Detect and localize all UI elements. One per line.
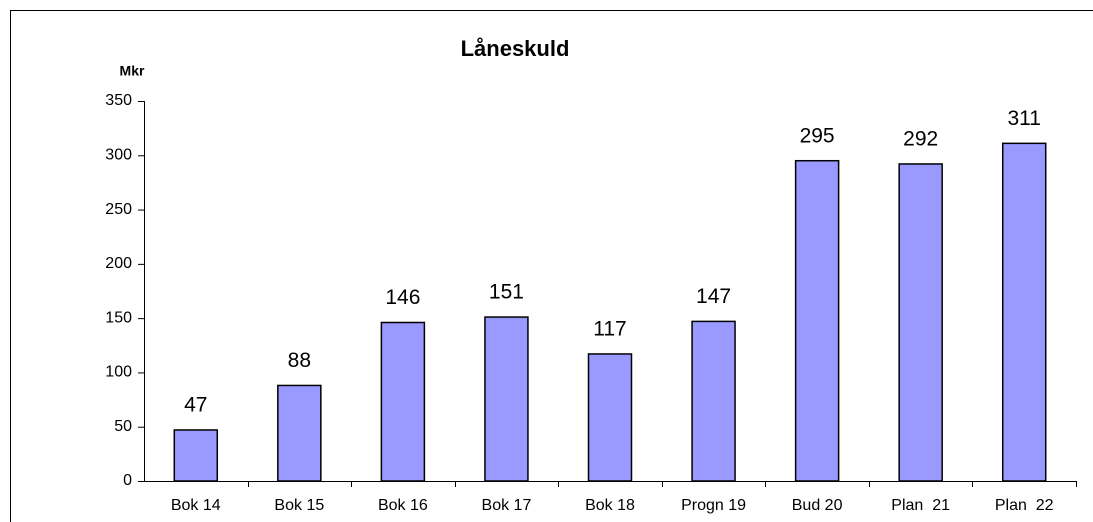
y-tick-label: 250 <box>105 201 132 218</box>
x-tick-label: Bok 18 <box>585 497 635 514</box>
x-tick-label: Plan 22 <box>995 497 1054 514</box>
data-label: 295 <box>800 124 835 147</box>
y-tick-label: 100 <box>105 364 132 381</box>
bar <box>1001 142 1047 482</box>
data-label: 146 <box>385 286 420 309</box>
bar <box>380 321 426 482</box>
x-tick-label: Bok 15 <box>274 497 324 514</box>
bar <box>898 163 943 482</box>
data-label: 147 <box>696 285 731 308</box>
x-tick-label: Bok 17 <box>482 497 532 514</box>
y-tick-label: 350 <box>105 92 132 109</box>
bar <box>484 316 529 482</box>
data-label: 88 <box>288 349 311 372</box>
data-label: 151 <box>489 281 524 304</box>
y-tick-label: 300 <box>105 147 132 164</box>
y-tick-label: 50 <box>114 418 132 435</box>
x-tick-label: Plan 21 <box>891 497 950 514</box>
bar <box>691 320 736 482</box>
bar <box>587 353 633 482</box>
bar <box>277 384 322 482</box>
data-label: 117 <box>593 318 626 341</box>
data-label: 47 <box>184 394 207 417</box>
data-label: 311 <box>1007 107 1040 130</box>
y-tick-label: 0 <box>123 472 132 489</box>
x-tick-label: Bok 16 <box>378 497 428 514</box>
x-tick-label: Progn 19 <box>681 497 746 514</box>
x-tick-label: Bok 14 <box>171 497 221 514</box>
y-axis-label: Mkr <box>120 63 145 79</box>
data-label: 292 <box>903 128 938 151</box>
bar <box>794 159 840 482</box>
y-tick-label: 200 <box>105 255 132 272</box>
y-tick-label: 150 <box>105 309 132 326</box>
bar <box>173 429 219 482</box>
chart-title: Låneskuld <box>461 36 570 61</box>
x-tick-label: Bud 20 <box>792 497 843 514</box>
